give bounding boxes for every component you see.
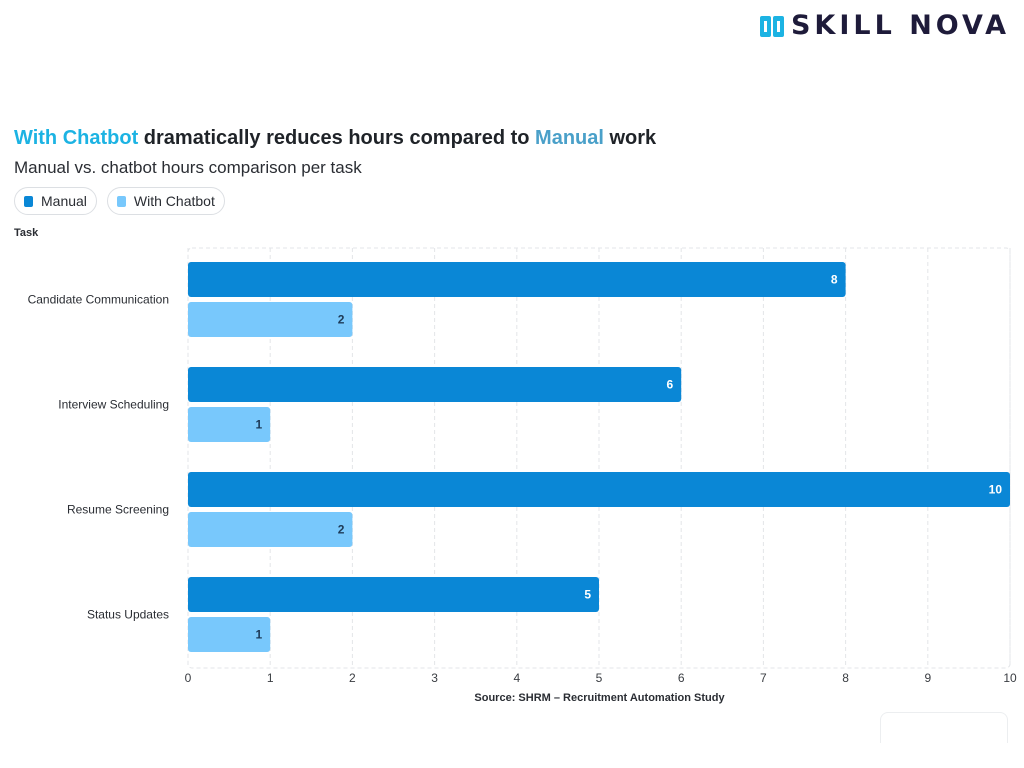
bar-manual [188,472,1010,507]
skill-nova-logo-icon [759,15,784,37]
category-label: Candidate Communication [28,293,169,307]
legend-label-manual: Manual [41,193,87,209]
title-highlight-chatbot: With Chatbot [14,127,139,149]
brand: SKILL NOVA [759,10,1010,41]
legend: Manual With Chatbot [14,187,225,215]
x-tick-label: 8 [842,671,849,685]
data-label-chatbot: 2 [338,523,345,537]
y-axis-title: Task [14,227,39,239]
data-label-chatbot: 1 [256,628,263,642]
title-highlight-manual: Manual [535,127,604,149]
footer-decoration [880,712,1008,743]
x-tick-label: 2 [349,671,356,685]
data-label-manual: 8 [831,273,838,287]
bar-chatbot [188,302,353,337]
data-label-chatbot: 1 [256,418,263,432]
title-text: dramatically reduces hours compared to [138,127,536,149]
x-tick-label: 9 [924,671,931,685]
bar-manual [188,367,682,402]
x-tick-label: 4 [513,671,520,685]
bar-chatbot [188,407,271,442]
source-note: Source: SHRM – Recruitment Automation St… [474,692,725,704]
x-tick-label: 10 [1003,671,1017,685]
category-label: Status Updates [87,608,169,622]
category-label: Resume Screening [67,503,169,517]
bar-chatbot [188,617,271,652]
legend-label-chatbot: With Chatbot [133,193,215,209]
x-tick-label: 1 [267,671,274,685]
bar-manual [188,577,599,612]
brand-name: SKILL NOVA [790,10,1010,41]
category-label: Interview Scheduling [58,398,169,412]
data-label-manual: 10 [989,483,1003,497]
legend-swatch-chatbot [116,195,126,207]
legend-swatch-manual [24,195,33,207]
x-tick-label: 0 [185,671,192,685]
legend-item-chatbot[interactable]: With Chatbot [106,187,225,215]
data-label-manual: 5 [584,588,591,602]
bar-chatbot [188,512,353,547]
legend-item-manual[interactable]: Manual [14,187,97,215]
chart-subtitle: Manual vs. chatbot hours comparison per … [14,158,362,177]
data-label-chatbot: 2 [338,313,345,327]
x-tick-label: 5 [596,671,603,685]
title-text-end: work [603,127,657,149]
chart-title: With Chatbot dramatically reduces hours … [14,127,656,150]
data-label-manual: 6 [667,378,674,392]
bar-manual [188,262,846,297]
x-tick-label: 3 [431,671,438,685]
x-tick-label: 6 [678,671,685,685]
x-tick-label: 7 [760,671,767,685]
